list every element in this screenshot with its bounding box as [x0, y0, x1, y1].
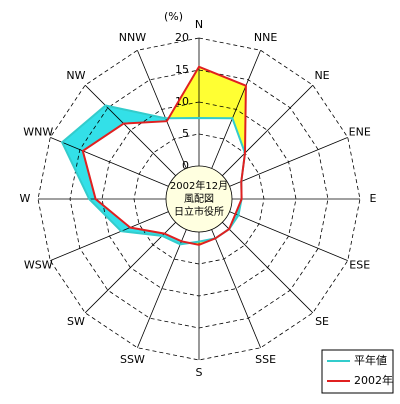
legend-box	[321, 349, 394, 394]
direction-label: E	[370, 192, 377, 205]
legend-label: 平年値	[354, 353, 387, 367]
r-tick-label: 5	[182, 127, 189, 140]
center-text: 風配図	[184, 193, 214, 205]
direction-label: WSW	[24, 259, 53, 272]
spoke	[84, 84, 176, 176]
direction-label: SW	[67, 315, 85, 328]
direction-label: ENE	[349, 125, 371, 138]
unit-label: (%)	[164, 10, 183, 23]
spoke	[50, 137, 169, 187]
direction-label: SE	[315, 315, 329, 328]
r-tick-label: 10	[175, 95, 189, 108]
center-circle	[165, 165, 233, 233]
series-line	[81, 65, 247, 246]
direction-label: NE	[314, 69, 329, 82]
direction-label: NNE	[254, 31, 277, 44]
spoke	[137, 229, 187, 348]
legend-label: 2002年	[354, 373, 393, 387]
spoke	[222, 84, 314, 176]
spoke	[211, 229, 261, 348]
grid-ring	[133, 133, 265, 265]
r-tick-label: 20	[175, 31, 189, 44]
spoke	[50, 211, 169, 261]
spoke	[137, 50, 187, 169]
direction-label: W	[20, 192, 31, 205]
direction-label: NW	[66, 69, 85, 82]
direction-label: SSW	[120, 353, 145, 366]
direction-label: SSE	[255, 353, 276, 366]
center-text: 日立市役所	[174, 205, 224, 218]
direction-label: S	[196, 366, 203, 379]
spoke	[84, 222, 176, 314]
plot: 05101520(%)NNNENEENEEESESESSESSSWSWWSWWW…	[20, 10, 394, 394]
center-text: 2002年12月	[170, 179, 228, 192]
spoke	[229, 137, 348, 187]
spoke	[211, 50, 261, 169]
direction-label: ESE	[349, 259, 370, 272]
direction-label: WNW	[23, 125, 53, 138]
spoke	[229, 211, 348, 261]
direction-label: NNW	[119, 31, 146, 44]
direction-label: N	[195, 18, 203, 31]
r-tick-label: 15	[175, 63, 189, 76]
spoke	[222, 222, 314, 314]
